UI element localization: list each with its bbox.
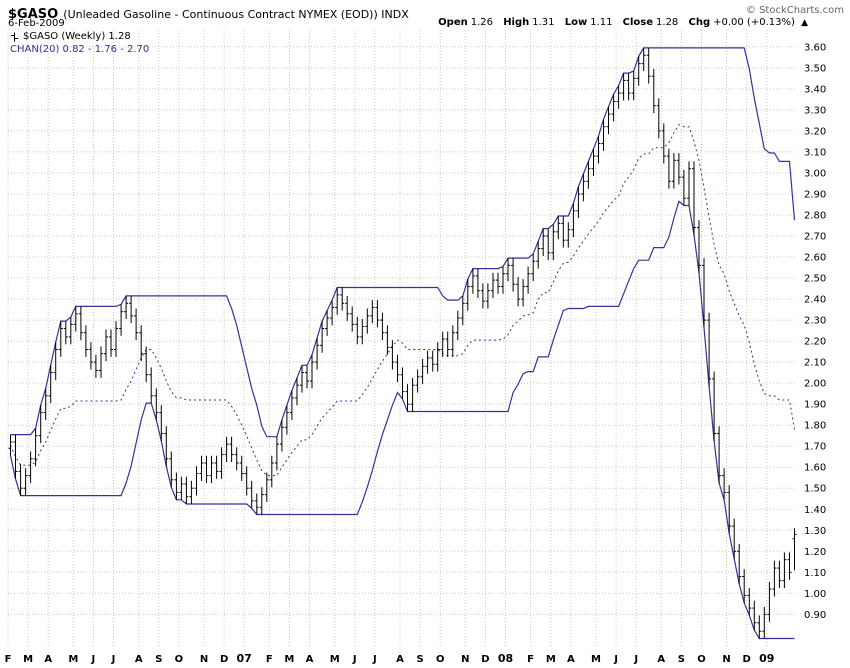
symbol-description: (Unleaded Gasoline - Continuous Contract… — [63, 8, 409, 21]
svg-text:0.90: 0.90 — [804, 610, 826, 621]
svg-text:2.60: 2.60 — [804, 253, 826, 264]
open-label: Open — [438, 17, 468, 28]
svg-text:3.20: 3.20 — [804, 126, 826, 137]
svg-text:1.80: 1.80 — [804, 421, 826, 432]
svg-text:09: 09 — [759, 652, 774, 665]
svg-text:3.00: 3.00 — [804, 168, 826, 179]
legend-price-row: $GASO (Weekly) 1.28 — [10, 30, 149, 43]
svg-text:1.40: 1.40 — [804, 505, 826, 516]
x-axis-labels: F M A M J J A S O N D 07 F M A M J J A S O N D 08 F M A M J J A S O N D 09 — [5, 652, 775, 665]
svg-text:D: D — [220, 654, 228, 665]
svg-text:3.50: 3.50 — [804, 63, 826, 74]
svg-text:F: F — [527, 654, 534, 665]
svg-text:J: J — [111, 654, 116, 665]
low-label: Low — [564, 17, 588, 28]
symbol-title: $GASO — [8, 7, 59, 22]
svg-text:D: D — [743, 654, 751, 665]
svg-text:1.10: 1.10 — [804, 568, 826, 579]
svg-text:2.90: 2.90 — [804, 190, 826, 201]
svg-text:J: J — [613, 654, 618, 665]
svg-text:M: M — [546, 654, 556, 665]
svg-text:A: A — [567, 654, 575, 665]
svg-text:N: N — [200, 654, 208, 665]
svg-text:A: A — [306, 654, 314, 665]
svg-text:2.20: 2.20 — [804, 337, 826, 348]
copyright-text: © StockCharts.com — [745, 5, 844, 16]
high-label: High — [503, 17, 530, 28]
svg-text:S: S — [155, 654, 162, 665]
svg-text:N: N — [461, 654, 469, 665]
close-value: 1.28 — [656, 17, 679, 28]
svg-text:A: A — [657, 654, 665, 665]
gridlines — [7, 30, 797, 648]
chart-legend: $GASO (Weekly) 1.28 CHAN(20) 0.82 - 1.76… — [10, 30, 149, 56]
svg-text:O: O — [436, 654, 445, 665]
svg-text:M: M — [330, 654, 340, 665]
legend-price-label: $GASO (Weekly) 1.28 — [23, 31, 131, 42]
svg-text:3.10: 3.10 — [804, 147, 826, 158]
close-label: Close — [622, 17, 654, 28]
svg-text:J: J — [633, 654, 638, 665]
svg-text:2.00: 2.00 — [804, 379, 826, 390]
svg-text:M: M — [591, 654, 601, 665]
svg-text:2.30: 2.30 — [804, 316, 826, 327]
svg-text:M: M — [68, 654, 78, 665]
svg-text:A: A — [44, 654, 52, 665]
svg-text:N: N — [722, 654, 730, 665]
svg-text:2.40: 2.40 — [804, 295, 826, 306]
svg-text:1.90: 1.90 — [804, 400, 826, 411]
low-value: 1.11 — [590, 17, 613, 28]
svg-text:1.30: 1.30 — [804, 526, 826, 537]
quote-bar: Open 1.26 High 1.31 Low 1.11 Close 1.28 Chg +… — [438, 17, 808, 28]
svg-text:1.20: 1.20 — [804, 547, 826, 558]
svg-text:A: A — [135, 654, 143, 665]
svg-text:J: J — [372, 654, 377, 665]
svg-text:2.80: 2.80 — [804, 211, 826, 222]
svg-text:M: M — [23, 654, 33, 665]
svg-text:A: A — [396, 654, 404, 665]
svg-text:1.50: 1.50 — [804, 484, 826, 495]
svg-text:S: S — [678, 654, 685, 665]
chart-date: 6-Feb-2009 — [8, 18, 65, 29]
svg-text:1.60: 1.60 — [804, 463, 826, 474]
svg-text:S: S — [416, 654, 423, 665]
svg-text:F: F — [266, 654, 273, 665]
svg-text:1.00: 1.00 — [804, 589, 826, 600]
svg-text:3.60: 3.60 — [804, 42, 826, 53]
svg-text:D: D — [481, 654, 489, 665]
open-value: 1.26 — [470, 17, 493, 28]
legend-channel-label: CHAN(20) 0.82 - 1.76 - 2.70 — [10, 44, 150, 55]
y-axis-labels: 3.60 3.50 3.40 3.30 3.20 3.10 3.00 2.90 2.80 2.70… — [804, 42, 826, 621]
svg-text:2.10: 2.10 — [804, 358, 826, 369]
chg-label: Chg — [688, 17, 711, 28]
upper-channel-line — [10, 47, 796, 438]
svg-text:J: J — [91, 654, 96, 665]
svg-text:2.70: 2.70 — [804, 232, 826, 243]
svg-text:2.50: 2.50 — [804, 274, 826, 285]
chg-value: +0.00 (+0.13%) — [713, 17, 795, 28]
svg-text:F: F — [5, 654, 12, 665]
svg-text:J: J — [352, 654, 357, 665]
ohlc-style-icon — [11, 32, 18, 41]
up-arrow-icon: ▲ — [801, 18, 808, 28]
chart-title: $GASO (Unleaded Gasoline - Continuous Co… — [8, 3, 409, 22]
svg-text:M: M — [284, 654, 294, 665]
svg-text:07: 07 — [237, 652, 252, 665]
svg-text:08: 08 — [498, 652, 513, 665]
svg-text:1.70: 1.70 — [804, 442, 826, 453]
svg-text:3.30: 3.30 — [804, 105, 826, 116]
svg-text:O: O — [697, 654, 706, 665]
svg-text:3.40: 3.40 — [804, 84, 826, 95]
high-value: 1.31 — [532, 17, 555, 28]
svg-text:O: O — [175, 654, 184, 665]
mid-channel-line — [10, 123, 795, 477]
lower-channel-line — [9, 200, 795, 640]
price-bars — [8, 47, 797, 639]
